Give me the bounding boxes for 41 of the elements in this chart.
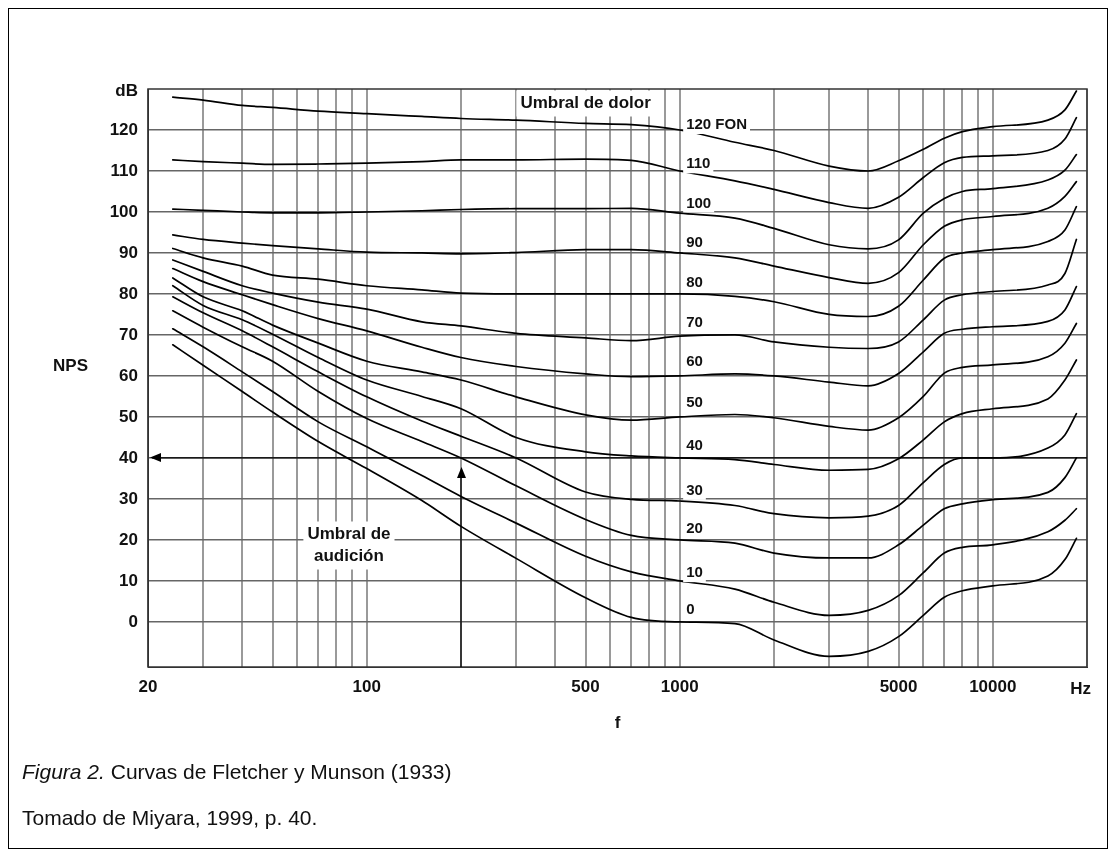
y-tick-label: 40 <box>119 447 138 467</box>
y-tick-label: 120 <box>109 119 138 139</box>
x-axis-title: f <box>614 713 621 733</box>
series-label: 90 <box>686 233 703 251</box>
y-tick-label: 60 <box>119 365 138 385</box>
series-label: 70 <box>686 312 703 330</box>
text: Tomado de Miyara, 1999, p. 40. <box>22 806 318 830</box>
y-axis-title: NPS <box>53 355 88 375</box>
text: dB <box>115 80 138 100</box>
series-label: 100 <box>686 193 712 211</box>
text: Figura 2. <box>22 760 105 783</box>
series-label: 40 <box>686 436 703 454</box>
y-tick-label: 20 <box>119 529 138 549</box>
series-label: 0 <box>686 600 695 618</box>
y-tick-label: 90 <box>119 242 138 262</box>
x-tick-label: 20 <box>138 676 158 696</box>
series-label: 80 <box>686 272 703 290</box>
y-tick-label: 10 <box>119 570 138 590</box>
x-tick-label: 1000 <box>660 676 699 696</box>
text: Curvas de Fletcher y Munson (1933) <box>110 760 452 783</box>
series-label: 120 FON <box>686 115 748 133</box>
x-tick-label: 10000 <box>969 676 1017 696</box>
text: Hz <box>1070 678 1091 698</box>
y-tick-label: 80 <box>119 283 138 303</box>
x-tick-label: 5000 <box>879 676 918 696</box>
annotation: Umbral de dolor <box>520 93 652 113</box>
y-tick-label: 30 <box>119 488 138 508</box>
series-label: 50 <box>686 392 703 410</box>
y-tick-label: 0 <box>128 611 138 631</box>
series-label: 10 <box>686 563 703 581</box>
x-tick-label: 500 <box>571 676 600 696</box>
series-label: 30 <box>686 481 703 499</box>
series-label: 20 <box>686 519 703 537</box>
annotation: Umbral de audición <box>307 524 391 566</box>
series-label: 110 <box>686 154 711 172</box>
y-tick-label: 100 <box>109 201 138 221</box>
y-tick-label: 110 <box>110 160 138 180</box>
series-label: 60 <box>686 351 703 369</box>
y-tick-label: 70 <box>119 324 138 344</box>
x-tick-label: 100 <box>352 676 381 696</box>
y-tick-label: 50 <box>119 406 138 426</box>
